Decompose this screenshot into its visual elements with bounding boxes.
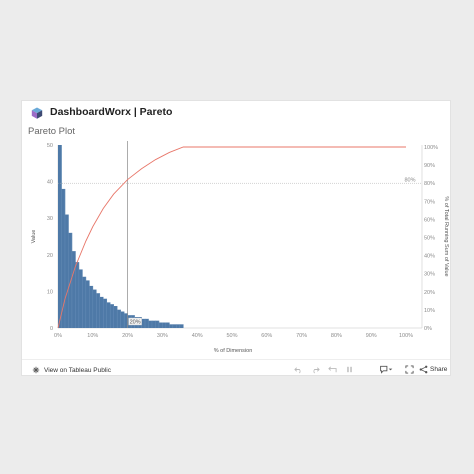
y-left-tick-label: 30 — [47, 216, 53, 222]
pause-updates-button[interactable] — [343, 363, 355, 375]
pareto-bar[interactable] — [78, 269, 83, 328]
x-tick-label: 60% — [261, 333, 272, 339]
redo-icon — [312, 366, 320, 373]
revert-button[interactable] — [326, 363, 338, 375]
y-right-tick-label: 10% — [424, 308, 435, 314]
pareto-bar[interactable] — [110, 304, 114, 328]
x-tick-label: 80% — [331, 333, 342, 339]
pareto-bar[interactable] — [82, 276, 87, 328]
x-tick-label: 100% — [399, 333, 413, 339]
fullscreen-button[interactable] — [403, 363, 415, 375]
view-on-tableau-public-label: View on Tableau Public — [44, 366, 111, 374]
x-tick-label: 50% — [226, 333, 237, 339]
reference-label-80pct: 80% — [404, 178, 415, 184]
y-left-tick-label: 40 — [47, 180, 53, 186]
view-on-tableau-public-link[interactable]: View on Tableau Public — [32, 364, 111, 376]
tableau-logo-icon — [32, 366, 40, 374]
x-tick-label: 90% — [366, 333, 377, 339]
pareto-bar[interactable] — [179, 324, 184, 328]
pareto-bar[interactable] — [162, 322, 167, 328]
y-right-axis-title: % of Total Running Sum of Value — [443, 196, 449, 276]
pareto-bar[interactable] — [92, 289, 97, 328]
y-left-axis-title: Value — [31, 230, 37, 244]
y-right-tick-label: 0% — [424, 326, 432, 332]
y-left-tick-label: 50 — [47, 143, 53, 149]
pareto-bar[interactable] — [155, 320, 160, 328]
y-left-tick-label: 20 — [47, 253, 53, 259]
y-right-tick-label: 60% — [424, 217, 435, 223]
dashboard-card: DashboardWorx | Pareto Pareto Plot 20% 80… — [21, 100, 451, 376]
comment-dropdown-button[interactable] — [378, 363, 394, 375]
x-tick-label: 40% — [192, 333, 203, 339]
y-right-tick-label: 50% — [424, 236, 435, 242]
undo-icon — [293, 366, 301, 373]
pareto-bar[interactable] — [145, 318, 149, 328]
pareto-bar[interactable] — [85, 280, 90, 328]
share-label: Share — [430, 365, 448, 373]
revert-icon — [327, 365, 337, 372]
reference-label-20pct-bg — [128, 317, 142, 326]
x-axis-title: % of Dimension — [214, 348, 253, 354]
pareto-bar[interactable] — [117, 309, 121, 328]
pareto-bar[interactable] — [176, 324, 181, 328]
fullscreen-icon — [404, 364, 414, 374]
pareto-bar[interactable] — [141, 318, 146, 328]
pareto-bar[interactable] — [151, 320, 156, 328]
x-tick-label: 70% — [296, 333, 307, 339]
pareto-bar[interactable] — [64, 214, 69, 328]
pareto-bar[interactable] — [99, 296, 104, 328]
pareto-bar[interactable] — [165, 322, 170, 328]
x-tick-label: 0% — [54, 333, 62, 339]
pareto-bar[interactable] — [158, 322, 163, 328]
pareto-bar[interactable] — [169, 324, 174, 328]
app-title: DashboardWorx | Pareto — [50, 106, 173, 118]
pareto-chart[interactable]: 20% 80% 0 10 20 30 40 50 0% 10% 20% 30% 40% 50% 60% 70%… — [22, 137, 452, 357]
y-right-tick-label: 80% — [424, 181, 435, 187]
share-icon — [419, 365, 428, 373]
y-right-tick-label: 40% — [424, 254, 435, 260]
dashboard-header: DashboardWorx | Pareto — [22, 101, 450, 123]
share-button[interactable]: Share — [419, 363, 451, 375]
reference-label-20pct: 20% — [130, 320, 141, 326]
y-left-tick-label: 0 — [50, 326, 53, 332]
tableau-toolbar: View on Tableau Public — [22, 359, 450, 378]
y-right-tick-label: 70% — [424, 199, 435, 205]
pareto-bar[interactable] — [96, 293, 101, 328]
pause-icon — [346, 366, 352, 372]
redo-button[interactable] — [309, 363, 321, 375]
undo-button[interactable] — [292, 363, 304, 375]
pareto-bar[interactable] — [148, 320, 153, 328]
y-right-tick-label: 30% — [424, 272, 435, 278]
pareto-bar[interactable] — [103, 298, 108, 328]
page-title: Pareto Plot — [28, 126, 75, 137]
pareto-bar[interactable] — [106, 302, 111, 328]
pareto-bar[interactable] — [68, 232, 73, 328]
pareto-bar[interactable] — [75, 262, 80, 328]
pareto-bar[interactable] — [89, 285, 94, 328]
pareto-bar[interactable] — [61, 188, 66, 328]
dashboardworx-logo-icon — [31, 107, 43, 119]
y-right-tick-label: 20% — [424, 290, 435, 296]
pareto-bar[interactable] — [172, 324, 177, 328]
y-right-tick-label: 90% — [424, 163, 435, 169]
x-tick-label: 30% — [157, 333, 168, 339]
x-tick-label: 20% — [122, 333, 133, 339]
x-tick-label: 10% — [87, 333, 98, 339]
y-right-tick-label: 100% — [424, 145, 438, 151]
pareto-bar[interactable] — [58, 145, 62, 328]
running-sum-line[interactable] — [57, 146, 406, 329]
y-left-tick-label: 10 — [47, 289, 53, 295]
comment-icon — [380, 365, 393, 374]
pareto-bar[interactable] — [120, 311, 125, 328]
pareto-bar[interactable] — [71, 251, 76, 328]
pareto-bar[interactable] — [113, 306, 118, 328]
pareto-chart-svg[interactable]: 20% 80% 0 10 20 30 40 50 0% 10% 20% 30% 40% 50% 60% 70%… — [22, 137, 452, 357]
pareto-bar[interactable] — [124, 313, 128, 328]
